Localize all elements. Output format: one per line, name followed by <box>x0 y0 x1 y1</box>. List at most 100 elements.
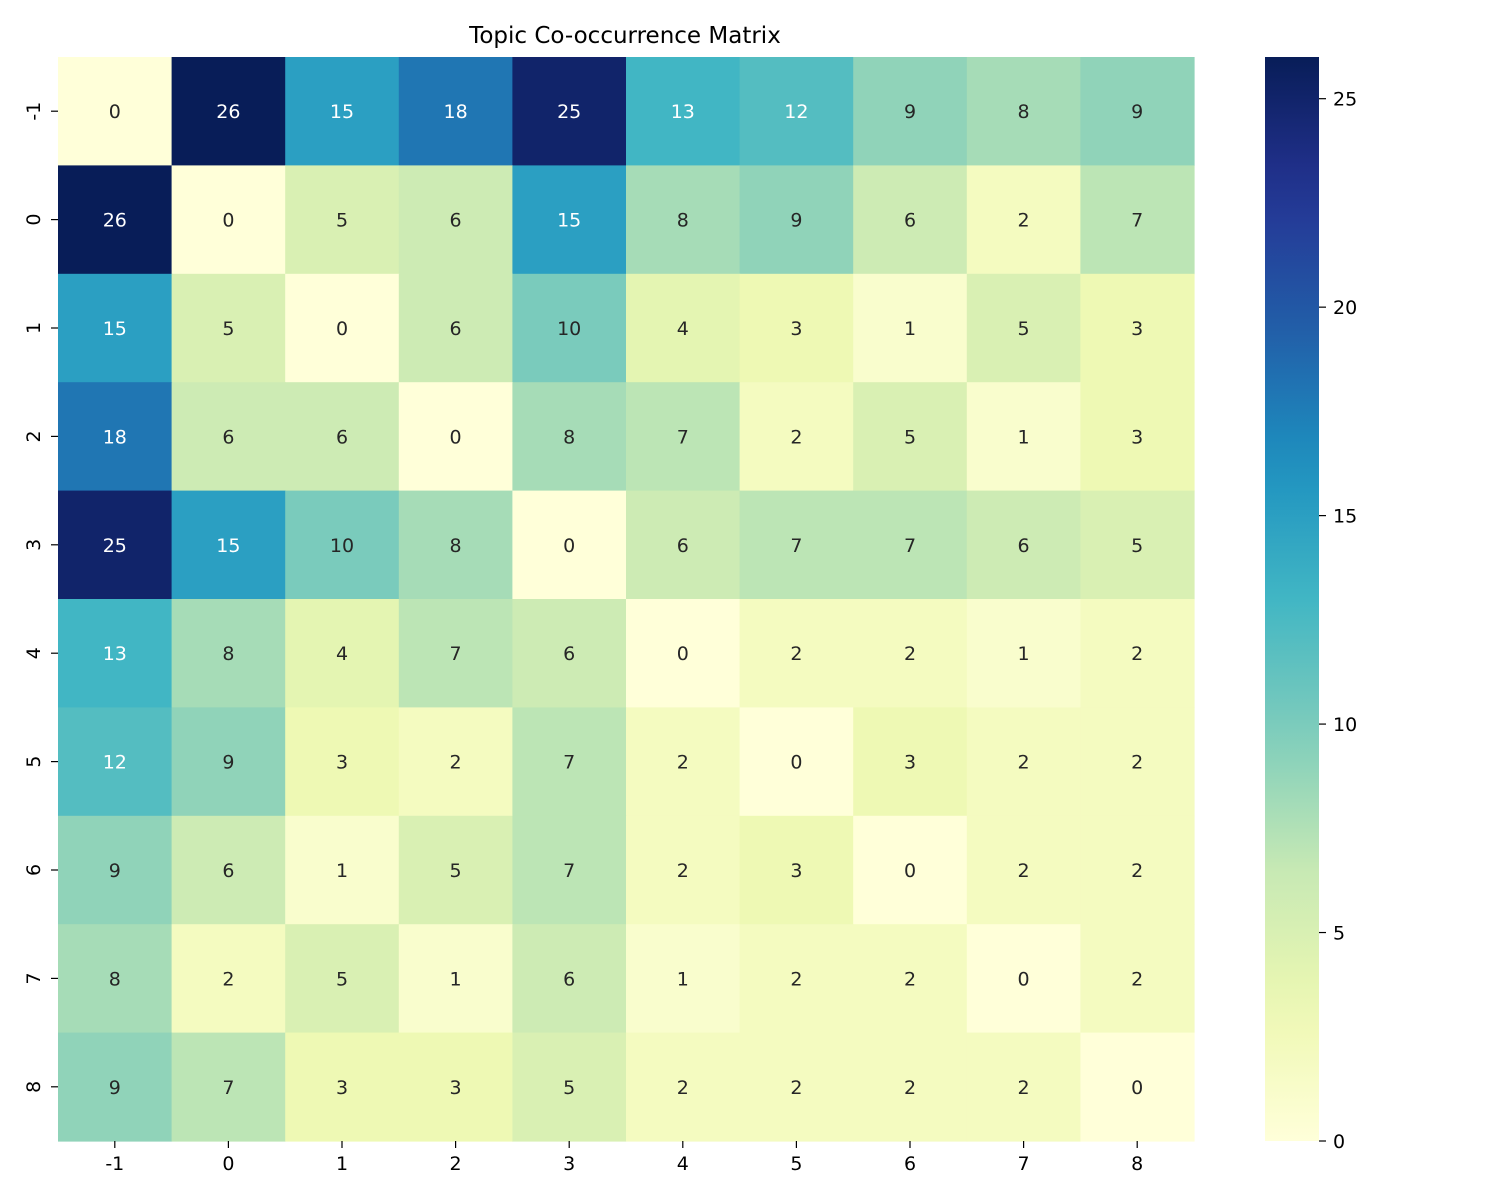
cell-value-label: 6 <box>336 426 348 448</box>
heatmap-cell <box>285 599 400 708</box>
cell-value-label: 0 <box>563 535 575 557</box>
cell-value-label: 2 <box>790 426 802 448</box>
heatmap-cell <box>171 273 286 383</box>
cell-value-label: 18 <box>444 101 468 123</box>
heatmap-cell <box>58 1032 173 1142</box>
cell-value-label: 3 <box>450 1077 462 1099</box>
colorbar-tick-label: 5 <box>1333 923 1345 945</box>
heatmap-cell <box>626 57 741 166</box>
chart-title: Topic Co-occurrence Matrix <box>468 23 781 49</box>
heatmap-cell <box>285 490 400 600</box>
heatmap-cell <box>171 165 286 275</box>
heatmap-cell <box>853 273 968 383</box>
cell-value-label: 5 <box>336 968 348 990</box>
heatmap-cell <box>512 490 627 600</box>
heatmap-cell <box>58 924 173 1034</box>
heatmap-cell <box>739 490 854 600</box>
cell-value-label: 9 <box>109 1077 121 1099</box>
heatmap-cell <box>966 1032 1081 1142</box>
heatmap-cell <box>966 382 1081 492</box>
cell-value-label: 4 <box>677 318 689 340</box>
heatmap-cell <box>512 924 627 1034</box>
cell-value-label: 6 <box>222 860 234 882</box>
heatmap-cell <box>171 707 286 817</box>
cell-value-label: 3 <box>336 1077 348 1099</box>
cell-value-label: 0 <box>109 101 121 123</box>
colorbar <box>1265 57 1319 1141</box>
cell-value-label: 1 <box>677 968 689 990</box>
cell-value-label: 10 <box>557 318 581 340</box>
cell-value-label: 3 <box>904 752 916 774</box>
heatmap-cell <box>398 273 513 383</box>
heatmap-cell <box>58 165 173 275</box>
cell-value-label: 25 <box>557 101 581 123</box>
colorbar-tick-label: 20 <box>1333 297 1357 319</box>
heatmap-cell <box>739 815 854 925</box>
x-tick-label: -1 <box>105 1153 124 1175</box>
heatmap-cell <box>398 1032 513 1142</box>
cell-value-label: 7 <box>790 535 802 557</box>
heatmap-cell <box>739 382 854 492</box>
heatmap-cell <box>626 490 741 600</box>
heatmap-cell <box>285 382 400 492</box>
cell-value-label: 2 <box>1018 860 1030 882</box>
heatmap-cell <box>285 57 400 166</box>
heatmap-cell <box>398 382 513 492</box>
y-tick-label: 4 <box>23 647 45 659</box>
x-tick-label: 3 <box>563 1153 575 1175</box>
heatmap-cell <box>853 924 968 1034</box>
cell-value-label: 9 <box>790 210 802 232</box>
heatmap-cell <box>512 57 627 166</box>
heatmap-cell <box>966 924 1081 1034</box>
cell-value-label: 5 <box>1018 318 1030 340</box>
cell-value-label: 0 <box>336 318 348 340</box>
cell-value-label: 0 <box>1018 968 1030 990</box>
cell-value-label: 26 <box>103 210 127 232</box>
cell-value-label: 13 <box>671 101 695 123</box>
heatmap-cell <box>58 273 173 383</box>
heatmap-cell <box>58 490 173 600</box>
heatmap-cell <box>739 1032 854 1142</box>
heatmap-cell <box>398 57 513 166</box>
cell-value-label: 0 <box>904 860 916 882</box>
heatmap-cell <box>1080 707 1195 817</box>
cell-value-label: 15 <box>330 101 354 123</box>
heatmap-cell <box>512 1032 627 1142</box>
cell-value-label: 6 <box>563 968 575 990</box>
cell-value-label: 5 <box>450 860 462 882</box>
heatmap-cell <box>626 599 741 708</box>
cell-value-label: 18 <box>103 426 127 448</box>
x-tick-label: 5 <box>790 1153 802 1175</box>
y-tick-label: 7 <box>23 972 45 984</box>
cell-value-label: 7 <box>904 535 916 557</box>
heatmap-cell <box>512 382 627 492</box>
cell-value-label: 8 <box>563 426 575 448</box>
cell-value-label: 3 <box>1131 318 1143 340</box>
heatmap-cell <box>1080 490 1195 600</box>
cell-value-label: 15 <box>103 318 127 340</box>
heatmap-cell <box>1080 1032 1195 1142</box>
heatmap-cell <box>739 707 854 817</box>
heatmap-cell <box>58 599 173 708</box>
heatmap-cell <box>1080 165 1195 275</box>
cell-value-label: 8 <box>1018 101 1030 123</box>
cell-value-label: 6 <box>563 643 575 665</box>
cell-value-label: 7 <box>1131 210 1143 232</box>
cell-value-label: 7 <box>563 860 575 882</box>
cell-value-label: 6 <box>904 210 916 232</box>
heatmap-cell <box>966 165 1081 275</box>
cell-value-label: 6 <box>677 535 689 557</box>
heatmap-cell <box>58 815 173 925</box>
heatmap-cell <box>398 165 513 275</box>
cell-value-label: 5 <box>563 1077 575 1099</box>
heatmap-cell <box>739 924 854 1034</box>
colorbar-tick-label: 0 <box>1333 1131 1345 1153</box>
y-tick-label: 8 <box>23 1081 45 1093</box>
cell-value-label: 0 <box>222 210 234 232</box>
heatmap-cell <box>512 273 627 383</box>
heatmap-cell <box>626 1032 741 1142</box>
cell-value-label: 1 <box>1018 426 1030 448</box>
heatmap-cell <box>853 490 968 600</box>
x-axis: -1 0 1 2 3 4 5 6 7 8 <box>105 1141 1143 1175</box>
cell-value-label: 25 <box>103 535 127 557</box>
